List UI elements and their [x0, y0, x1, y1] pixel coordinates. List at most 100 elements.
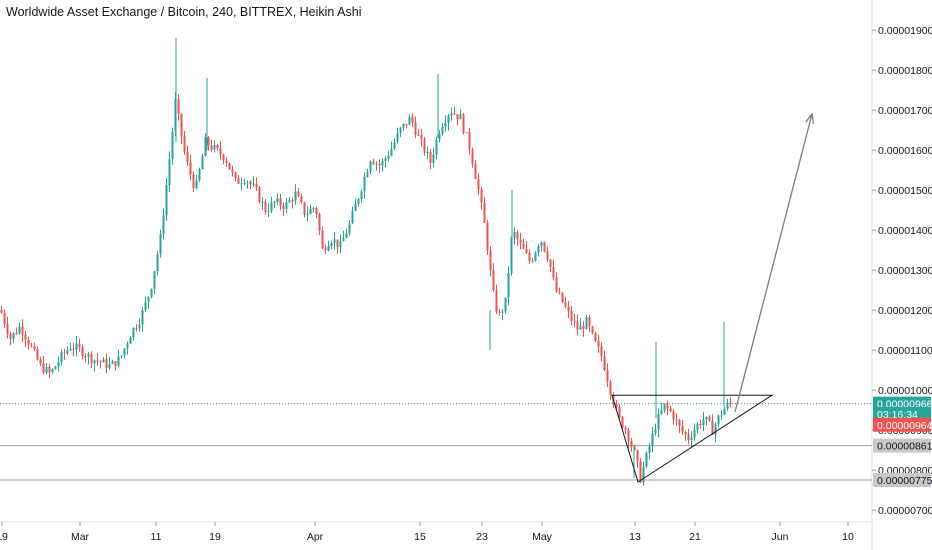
candle-body: [135, 327, 138, 329]
candle-body: [213, 145, 216, 150]
candle-body: [327, 245, 330, 251]
candle-body: [558, 291, 561, 293]
candle-body: [711, 420, 714, 435]
candle-body: [222, 154, 225, 161]
candle-body: [360, 191, 363, 199]
candle-body: [627, 429, 630, 441]
candle-body: [537, 246, 540, 253]
candle-body: [501, 311, 504, 313]
candle-body: [240, 183, 243, 185]
candle-body: [201, 156, 204, 170]
candle-body: [36, 349, 39, 360]
candle-body: [0, 310, 3, 313]
candle-body: [522, 243, 525, 249]
candle-body: [432, 154, 435, 163]
candle-body: [186, 151, 189, 162]
candle-body: [150, 288, 153, 298]
candle-body: [426, 151, 429, 153]
candle-body: [540, 242, 543, 247]
candle-body: [273, 201, 276, 203]
candle-body: [516, 231, 519, 240]
candle-body: [255, 183, 258, 188]
candle-body: [63, 352, 66, 354]
candle-body: [336, 239, 339, 247]
y-tick-label: 0.00001500: [878, 185, 932, 197]
price-tag-label: 0.00000861: [877, 441, 932, 453]
candle-body: [204, 137, 207, 157]
candle-body: [600, 346, 603, 357]
chart-title: Worldwide Asset Exchange / Bitcoin, 240,…: [6, 5, 362, 19]
candle-body: [282, 205, 285, 209]
candle-body: [681, 426, 684, 432]
candle-body: [15, 332, 18, 334]
candle-body: [105, 359, 108, 368]
candle-body: [84, 356, 87, 358]
candle-body: [69, 348, 72, 351]
candle-body: [570, 311, 573, 321]
candle-body: [405, 123, 408, 125]
x-tick-label: 11: [151, 531, 162, 543]
candle-body: [27, 339, 30, 346]
candle-body: [528, 252, 531, 261]
candle-body: [489, 250, 492, 271]
candle-body: [708, 416, 711, 421]
candle-body: [270, 202, 273, 212]
candle-body: [294, 191, 297, 202]
candle-body: [429, 151, 432, 163]
y-tick-label: 0.00001200: [878, 305, 932, 317]
candle-body: [450, 113, 453, 116]
candle-body: [480, 189, 483, 203]
candle-body: [87, 354, 90, 357]
candle-body: [636, 450, 639, 462]
candle-body: [666, 403, 669, 409]
candle-body: [393, 142, 396, 149]
projection-arrow: [734, 113, 813, 413]
candle-body: [195, 180, 198, 189]
candle-body: [129, 337, 132, 344]
candle-body: [126, 343, 129, 349]
candle-body: [693, 429, 696, 438]
candle-body: [690, 437, 693, 441]
candle-body: [390, 148, 393, 156]
candle-body: [3, 312, 6, 324]
candle-body: [714, 424, 717, 435]
x-tick-label: Jun: [772, 531, 789, 543]
candle-body: [483, 202, 486, 223]
y-tick-label: 0.00001000: [878, 385, 932, 397]
candle-body: [207, 137, 210, 146]
candle-body: [90, 354, 93, 364]
x-tick-label: May: [532, 531, 553, 543]
candle-body: [696, 423, 699, 430]
y-tick-label: 0.00001400: [878, 225, 932, 237]
candle-body: [435, 139, 438, 155]
candle-body: [330, 242, 333, 246]
candle-body: [324, 248, 327, 251]
candle-body: [102, 359, 105, 363]
candle-body: [369, 161, 372, 172]
candle-body: [243, 183, 246, 185]
candle-body: [48, 366, 51, 373]
candle-body: [225, 160, 228, 163]
candle-body: [408, 116, 411, 125]
candle-body: [138, 324, 141, 329]
candle-body: [228, 162, 231, 170]
candle-body: [45, 366, 48, 373]
candle-body: [315, 207, 318, 215]
candle-body: [510, 237, 513, 273]
candle-body: [300, 196, 303, 203]
candle-body: [99, 361, 102, 363]
candle-body: [663, 403, 666, 411]
candle-body: [672, 411, 675, 420]
candle-body: [312, 207, 315, 209]
candle-body: [564, 302, 567, 307]
candle-body: [180, 113, 183, 137]
candle-body: [444, 122, 447, 127]
candle-body: [660, 410, 663, 414]
candle-body: [297, 191, 300, 197]
candle-body: [42, 363, 45, 373]
candle-body: [264, 201, 267, 213]
candle-body: [6, 323, 9, 334]
candle-body: [492, 270, 495, 290]
